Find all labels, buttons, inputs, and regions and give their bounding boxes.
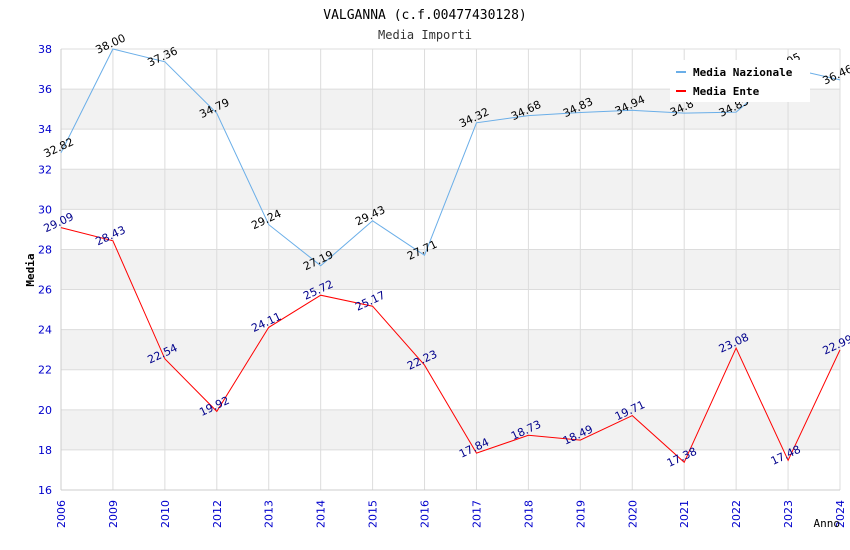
x-tick-label: 2016 bbox=[419, 500, 432, 528]
x-tick-label: 2009 bbox=[107, 500, 120, 528]
x-tick-label: 2006 bbox=[55, 500, 68, 528]
y-tick-label: 22 bbox=[38, 364, 52, 377]
x-axis-ticks: 2006 2009 2010 2012 2013 2014 2015 2016 2017 2018… bbox=[55, 500, 847, 528]
x-tick-label: 2023 bbox=[782, 500, 795, 528]
legend-label: Media Ente bbox=[693, 85, 760, 98]
y-axis-ticks: 16 18 20 22 24 26 28 30 32 34 36 38 bbox=[38, 43, 52, 497]
x-tick-label: 2017 bbox=[470, 500, 483, 528]
x-tick-label: 2010 bbox=[159, 500, 172, 528]
grid bbox=[60, 48, 841, 491]
y-tick-label: 26 bbox=[38, 284, 52, 297]
x-tick-label: 2013 bbox=[263, 500, 276, 528]
y-tick-label: 24 bbox=[38, 324, 52, 337]
y-tick-label: 16 bbox=[38, 484, 52, 497]
data-label: 28.43 bbox=[94, 223, 128, 248]
x-tick-label: 2015 bbox=[367, 500, 380, 528]
x-tick-label: 2012 bbox=[211, 500, 224, 528]
y-tick-label: 30 bbox=[38, 203, 52, 216]
x-tick-label: 2020 bbox=[626, 500, 639, 528]
data-label: 37.36 bbox=[146, 44, 180, 69]
legend-label: Media Nazionale bbox=[693, 66, 793, 79]
x-axis-label: Anno bbox=[814, 517, 841, 530]
plot-band bbox=[61, 249, 840, 290]
x-tick-label: 2024 bbox=[834, 500, 847, 528]
plot-band bbox=[61, 409, 840, 450]
y-tick-label: 20 bbox=[38, 404, 52, 417]
plot-band bbox=[61, 329, 840, 370]
y-tick-label: 38 bbox=[38, 43, 52, 56]
data-label: 36.46 bbox=[821, 62, 850, 87]
x-tick-label: 2019 bbox=[574, 500, 587, 528]
y-tick-label: 32 bbox=[38, 163, 52, 176]
y-tick-label: 18 bbox=[38, 444, 52, 457]
chart-title: VALGANNA (c.f.00477430128) bbox=[323, 8, 527, 23]
x-tick-label: 2018 bbox=[522, 500, 535, 528]
legend-box bbox=[670, 60, 810, 102]
x-tick-label: 2022 bbox=[730, 500, 743, 528]
chart-subtitle: Media Importi bbox=[378, 28, 472, 42]
y-tick-label: 34 bbox=[38, 123, 52, 136]
y-axis-label: Media bbox=[24, 253, 37, 286]
data-label: 29.24 bbox=[249, 207, 283, 232]
series-lines bbox=[60, 48, 841, 464]
y-tick-label: 36 bbox=[38, 83, 52, 96]
x-tick-label: 2021 bbox=[678, 500, 691, 528]
y-tick-label: 28 bbox=[38, 243, 52, 256]
data-label: 32.82 bbox=[42, 135, 76, 160]
plot-background bbox=[61, 89, 840, 450]
legend: Media Nazionale Media Ente bbox=[670, 60, 810, 102]
data-label: 25.17 bbox=[353, 289, 387, 314]
series-line-media-nazionale bbox=[60, 48, 841, 267]
series-line-media-ente bbox=[60, 227, 841, 464]
x-tick-label: 2014 bbox=[315, 500, 328, 528]
